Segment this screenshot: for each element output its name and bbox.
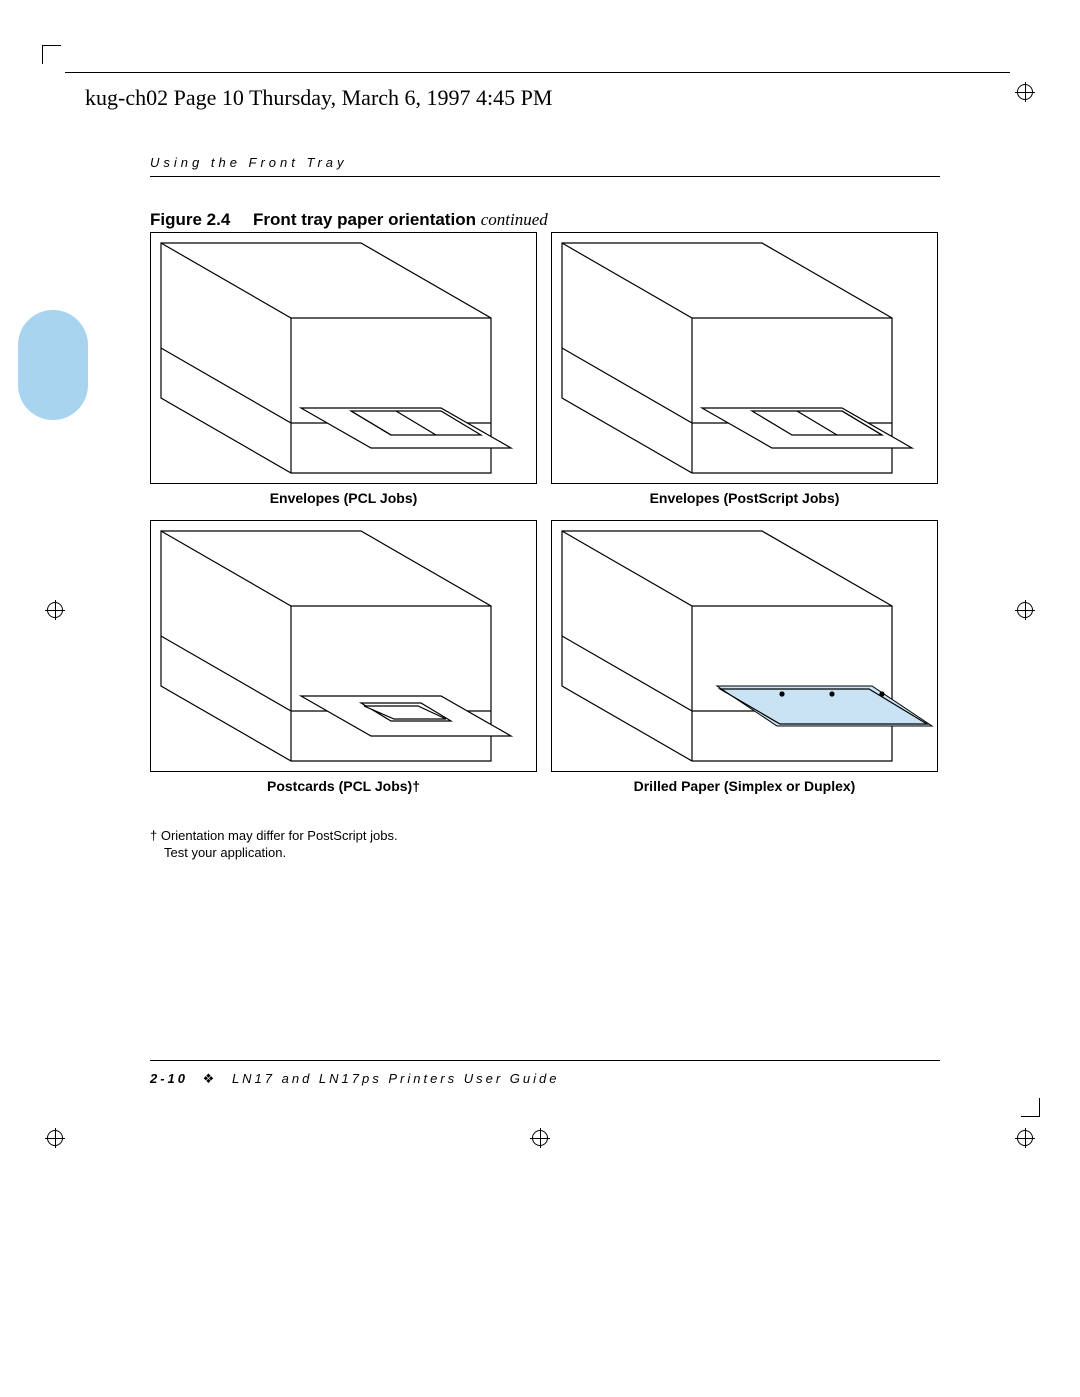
page-number: 2-10 [150,1071,188,1086]
footer-rule [150,1060,940,1061]
printer-icon [552,233,937,483]
figure-label: Figure 2.4 [150,210,230,229]
guide-title: LN17 and LN17ps Printers User Guide [232,1071,560,1086]
page-footer: 2-10 ❖ LN17 and LN17ps Printers User Gui… [150,1060,940,1087]
registration-mark-icon [1015,600,1035,620]
printer-icon [151,233,536,483]
crop-corner-icon [1021,1098,1040,1117]
printer-illustration-envelopes-ps [551,232,938,484]
printer-illustration-drilled-paper [551,520,938,772]
illus-cell: Envelopes (PostScript Jobs) [551,232,938,506]
running-header-rule [150,176,940,177]
registration-mark-icon [45,1128,65,1148]
registration-mark-icon [45,600,65,620]
footnote: † Orientation may differ for PostScript … [150,828,398,862]
registration-mark-icon [530,1128,550,1148]
footer-bullet-icon: ❖ [203,1071,218,1086]
registration-mark-icon [1015,82,1035,102]
header-rule [65,72,1010,73]
document-stamp: kug-ch02 Page 10 Thursday, March 6, 1997… [85,85,552,111]
figure-continued: continued [481,210,548,229]
printer-icon [552,521,937,771]
footnote-line1: † Orientation may differ for PostScript … [150,828,398,845]
figure-title: Figure 2.4 Front tray paper orientation … [150,210,548,230]
section-tab [18,310,88,420]
footnote-line2: Test your application. [164,845,398,862]
printer-illustration-postcards [150,520,537,772]
printer-icon [151,521,536,771]
printer-illustration-envelopes-pcl [150,232,537,484]
illus-cell: Postcards (PCL Jobs)† [150,520,537,794]
illus-cell: Envelopes (PCL Jobs) [150,232,537,506]
crop-corner-icon [42,45,61,64]
figure-name: Front tray paper orientation [253,210,476,229]
caption: Envelopes (PCL Jobs) [270,490,418,506]
caption: Envelopes (PostScript Jobs) [650,490,840,506]
running-header: Using the Front Tray [150,155,348,170]
registration-mark-icon [1015,1128,1035,1148]
illustration-grid: Envelopes (PCL Jobs) Envelopes (PostScri… [150,232,938,794]
illus-cell: Drilled Paper (Simplex or Duplex) [551,520,938,794]
caption: Postcards (PCL Jobs)† [267,778,420,794]
caption: Drilled Paper (Simplex or Duplex) [634,778,856,794]
